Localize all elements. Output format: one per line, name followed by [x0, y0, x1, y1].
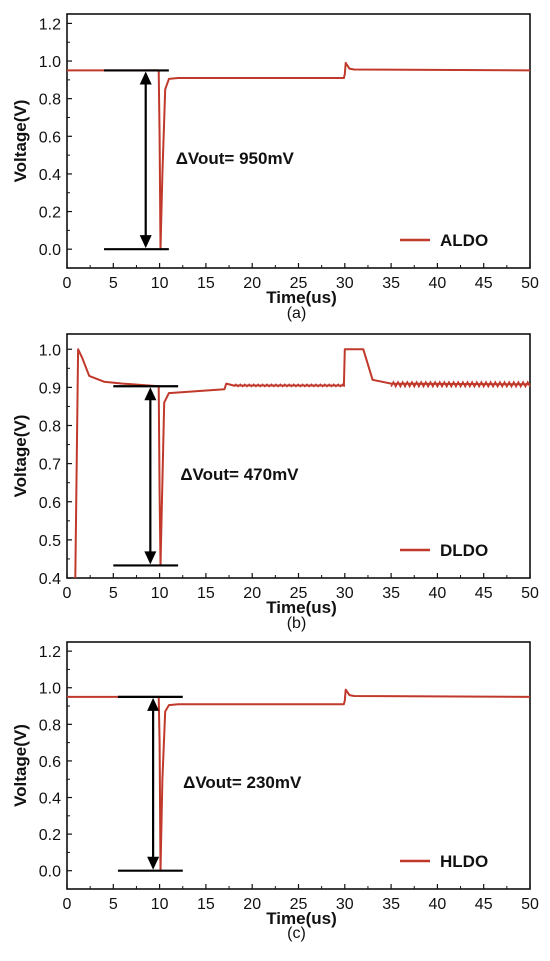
x-tick-label: 30: [336, 896, 354, 913]
x-axis-label: Time(us): [266, 598, 337, 617]
x-tick-label: 25: [290, 585, 308, 602]
delta-arrow-head-bottom: [139, 235, 152, 249]
x-tick-label: 50: [521, 585, 539, 602]
y-tick-label: 0.8: [39, 92, 61, 109]
y-tick-label: 0.4: [39, 167, 61, 184]
x-tick-label: 40: [429, 275, 447, 292]
x-tick-label: 45: [475, 275, 493, 292]
series-ripple: [390, 380, 531, 389]
y-tick-label: 0.5: [39, 533, 61, 550]
y-axis-label: Voltage(V): [11, 415, 30, 498]
x-tick-label: 50: [521, 275, 539, 292]
series-line-dldo: [74, 348, 531, 579]
y-tick-label: 0.7: [39, 457, 61, 474]
delta-arrow-head-bottom: [147, 856, 160, 870]
y-tick-label: 0.2: [39, 205, 61, 222]
x-axis-label: Time(us): [266, 909, 337, 928]
series-ripple: [233, 383, 346, 388]
y-tick-label: 0.2: [39, 827, 61, 844]
x-tick-label: 0: [63, 585, 72, 602]
panel-label: (b): [287, 615, 307, 632]
y-tick-label: 1.0: [39, 54, 61, 71]
delta-vout-label: ΔVout= 470mV: [180, 465, 299, 484]
plot-frame: [66, 13, 531, 269]
y-tick-label: 0.6: [39, 754, 61, 771]
x-tick-label: 10: [151, 275, 169, 292]
y-tick-label: 1.0: [39, 681, 61, 698]
x-tick-label: 15: [197, 585, 215, 602]
y-axis-label: Voltage(V): [11, 724, 30, 807]
y-tick-label: 1.0: [39, 342, 61, 359]
y-tick-label: 1.2: [39, 644, 61, 661]
x-tick-label: 50: [521, 896, 539, 913]
x-tick-label: 0: [63, 896, 72, 913]
panel-label: (c): [287, 925, 306, 942]
x-tick-label: 0: [63, 275, 72, 292]
y-tick-label: 0.8: [39, 419, 61, 436]
chart-panel-3: 0 5 10 15 20 25 30 35 40 45 50 0.0 0.2 0.4 0.6 0.8 1.0 1.…: [11, 641, 539, 942]
y-tick-label: 0.0: [39, 864, 61, 881]
y-tick-label: 0.4: [39, 571, 61, 588]
x-tick-label: 40: [429, 896, 447, 913]
x-tick-label: 35: [382, 585, 400, 602]
x-tick-label: 30: [336, 275, 354, 292]
delta-vout-label: ΔVout= 950mV: [176, 149, 295, 168]
panel-label: (a): [287, 305, 307, 322]
delta-arrow-head-top: [147, 697, 160, 711]
y-tick-label: 0.6: [39, 129, 61, 146]
x-tick-label: 5: [109, 275, 118, 292]
x-tick-label: 10: [151, 896, 169, 913]
x-tick-label: 35: [382, 896, 400, 913]
x-tick-label: 15: [197, 896, 215, 913]
x-tick-label: 15: [197, 275, 215, 292]
x-tick-label: 45: [475, 585, 493, 602]
x-tick-label: 40: [429, 585, 447, 602]
legend-label: HLDO: [440, 852, 488, 871]
y-tick-label: 0.4: [39, 791, 61, 808]
x-tick-label: 25: [290, 275, 308, 292]
delta-arrow-head-bottom: [144, 551, 157, 565]
x-tick-label: 5: [109, 585, 118, 602]
y-tick-label: 1.2: [39, 16, 61, 33]
x-tick-label: 20: [243, 585, 261, 602]
delta-arrow-head-top: [144, 387, 157, 401]
y-tick-label: 0.6: [39, 495, 61, 512]
delta-arrow-head-top: [139, 71, 152, 85]
y-tick-label: 0.9: [39, 380, 61, 397]
chart-panel-2: 0 5 10 15 20 25 30 35 40 45 50 0.4 0.5 0.6 0.7 0.8 0.9 1.…: [11, 333, 539, 632]
x-tick-label: 20: [243, 275, 261, 292]
x-tick-label: 20: [243, 896, 261, 913]
x-axis-label: Time(us): [266, 288, 337, 307]
x-tick-label: 25: [290, 896, 308, 913]
chart-panel-1: 0 5 10 15 20 25 30 35 40 45 50 0.0 0.2 0.4 0.6 0.8 1.0 1.…: [11, 13, 539, 322]
x-tick-label: 10: [151, 585, 169, 602]
y-tick-label: 0.0: [39, 242, 61, 259]
y-tick-label: 0.8: [39, 717, 61, 734]
x-tick-label: 35: [382, 275, 400, 292]
x-tick-label: 45: [475, 896, 493, 913]
x-tick-label: 30: [336, 585, 354, 602]
legend-label: ALDO: [440, 231, 488, 250]
x-tick-label: 5: [109, 896, 118, 913]
series-line-aldo: [67, 61, 531, 251]
series-line-hldo: [67, 688, 531, 872]
legend-label: DLDO: [440, 541, 488, 560]
delta-vout-label: ΔVout= 230mV: [183, 773, 302, 792]
y-axis-label: Voltage(V): [11, 100, 30, 183]
